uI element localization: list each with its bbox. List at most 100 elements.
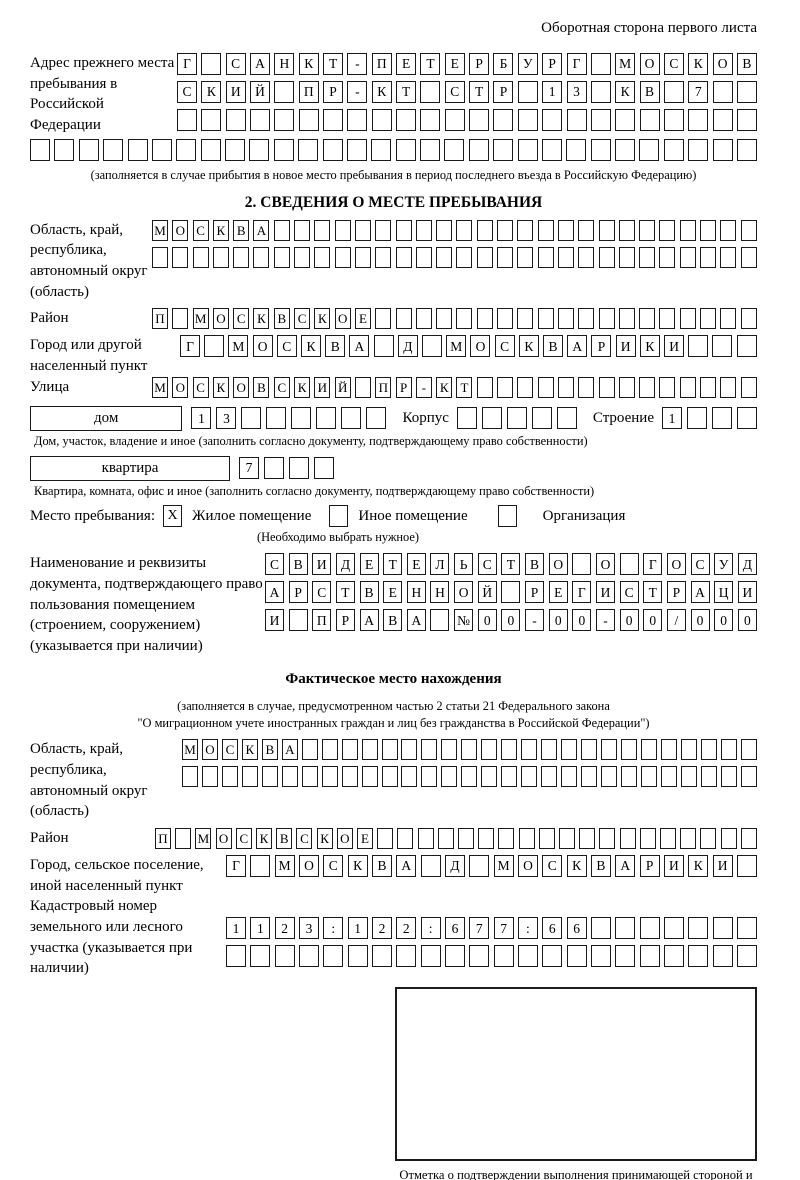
- char-cell[interactable]: К: [212, 376, 229, 398]
- char-cell[interactable]: К: [212, 219, 229, 241]
- char-cell[interactable]: :: [517, 917, 538, 940]
- char-cell[interactable]: [598, 246, 615, 268]
- char-cell[interactable]: О: [252, 335, 273, 358]
- char-cell[interactable]: [421, 739, 438, 761]
- char-cell[interactable]: [476, 376, 493, 398]
- char-cell[interactable]: [281, 766, 298, 788]
- char-cell[interactable]: [481, 766, 498, 788]
- char-cell[interactable]: 7: [469, 917, 490, 940]
- char-cell[interactable]: [294, 246, 311, 268]
- char-cell[interactable]: 2: [274, 917, 295, 940]
- char-cell[interactable]: [274, 109, 295, 131]
- char-cell[interactable]: [314, 219, 331, 241]
- char-cell[interactable]: К: [436, 376, 453, 398]
- char-cell[interactable]: А: [281, 739, 298, 761]
- char-cell[interactable]: О: [666, 553, 686, 576]
- char-cell[interactable]: 2: [371, 917, 392, 940]
- char-cell[interactable]: В: [736, 53, 757, 75]
- char-cell[interactable]: [557, 308, 574, 330]
- char-cell[interactable]: К: [298, 53, 319, 75]
- char-cell[interactable]: [712, 109, 733, 131]
- char-cell[interactable]: [639, 246, 656, 268]
- char-cell[interactable]: [700, 246, 717, 268]
- char-cell[interactable]: О: [172, 376, 189, 398]
- char-cell[interactable]: Р: [469, 53, 490, 75]
- char-cell[interactable]: [618, 376, 635, 398]
- char-cell[interactable]: [517, 246, 534, 268]
- char-cell[interactable]: М: [493, 854, 514, 877]
- char-cell[interactable]: В: [261, 739, 278, 761]
- char-cell[interactable]: [469, 109, 490, 131]
- char-cell[interactable]: [736, 854, 757, 877]
- char-cell[interactable]: [476, 246, 493, 268]
- char-cell[interactable]: [354, 376, 371, 398]
- char-cell[interactable]: 1: [226, 917, 246, 940]
- char-cell[interactable]: [640, 766, 657, 788]
- char-cell[interactable]: [712, 917, 733, 940]
- char-cell[interactable]: [700, 739, 717, 761]
- char-cell[interactable]: К: [256, 827, 273, 849]
- char-cell[interactable]: [639, 109, 660, 131]
- char-cell[interactable]: [736, 335, 757, 358]
- char-cell[interactable]: [521, 766, 538, 788]
- char-cell[interactable]: [659, 308, 676, 330]
- char-cell[interactable]: [371, 139, 392, 161]
- char-cell[interactable]: [377, 827, 394, 849]
- char-cell[interactable]: [323, 109, 344, 131]
- char-cell[interactable]: [241, 766, 258, 788]
- char-cell[interactable]: О: [233, 376, 250, 398]
- char-cell[interactable]: [444, 109, 465, 131]
- char-cell[interactable]: [700, 219, 717, 241]
- char-cell[interactable]: [346, 139, 367, 161]
- char-cell[interactable]: [598, 376, 615, 398]
- char-cell[interactable]: [361, 739, 378, 761]
- char-cell[interactable]: [395, 308, 412, 330]
- char-cell[interactable]: Н: [406, 581, 426, 604]
- char-cell[interactable]: [566, 109, 587, 131]
- char-cell[interactable]: [316, 407, 337, 430]
- char-cell[interactable]: В: [383, 609, 403, 632]
- char-cell[interactable]: С: [477, 553, 497, 576]
- char-cell[interactable]: [736, 139, 757, 161]
- char-cell[interactable]: [274, 81, 295, 103]
- char-cell[interactable]: [679, 246, 696, 268]
- char-cell[interactable]: 1: [191, 407, 212, 430]
- char-cell[interactable]: [78, 139, 99, 161]
- char-cell[interactable]: [687, 407, 707, 430]
- char-cell[interactable]: [720, 308, 737, 330]
- char-cell[interactable]: С: [542, 854, 563, 877]
- char-cell[interactable]: [152, 246, 168, 268]
- char-cell[interactable]: 2: [396, 917, 417, 940]
- char-cell[interactable]: [420, 81, 441, 103]
- char-cell[interactable]: [444, 139, 465, 161]
- char-cell[interactable]: С: [323, 854, 344, 877]
- char-cell[interactable]: [289, 457, 309, 480]
- char-cell[interactable]: [639, 945, 660, 968]
- char-cell[interactable]: [298, 109, 319, 131]
- char-cell[interactable]: 1: [347, 917, 368, 940]
- char-cell[interactable]: [381, 766, 398, 788]
- char-cell[interactable]: [301, 739, 318, 761]
- char-cell[interactable]: С: [265, 553, 284, 576]
- char-cell[interactable]: [176, 139, 197, 161]
- char-cell[interactable]: О: [336, 827, 353, 849]
- char-cell[interactable]: [517, 219, 534, 241]
- char-cell[interactable]: Й: [477, 581, 497, 604]
- char-cell[interactable]: [334, 246, 351, 268]
- char-cell[interactable]: Б: [493, 53, 514, 75]
- char-cell[interactable]: А: [690, 581, 710, 604]
- char-cell[interactable]: 0: [714, 609, 734, 632]
- char-cell[interactable]: 1: [662, 407, 682, 430]
- char-cell[interactable]: 0: [690, 609, 710, 632]
- char-cell[interactable]: [250, 945, 271, 968]
- char-cell[interactable]: [212, 246, 229, 268]
- char-cell[interactable]: [541, 766, 558, 788]
- char-cell[interactable]: Е: [383, 581, 403, 604]
- char-cell[interactable]: [578, 246, 595, 268]
- char-cell[interactable]: [266, 407, 287, 430]
- dom-type-box[interactable]: дом: [30, 405, 183, 431]
- char-cell[interactable]: М: [615, 53, 636, 75]
- char-cell[interactable]: [241, 407, 262, 430]
- char-cell[interactable]: [590, 109, 611, 131]
- char-cell[interactable]: [375, 219, 392, 241]
